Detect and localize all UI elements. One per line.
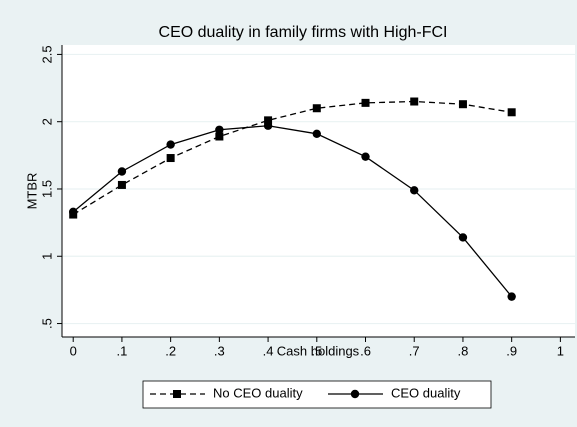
- marker: [507, 108, 516, 117]
- marker: [166, 140, 175, 149]
- marker: [312, 129, 321, 139]
- y-tick-label: 2.5: [39, 45, 54, 63]
- marker: [410, 186, 419, 195]
- marker: [117, 167, 127, 176]
- marker: [215, 125, 224, 134]
- marker: [263, 121, 273, 130]
- y-axis-label: MTBR: [24, 173, 39, 210]
- marker: [312, 104, 321, 113]
- marker: [361, 98, 370, 107]
- marker: [410, 97, 419, 106]
- marker: [166, 154, 175, 163]
- marker: [507, 292, 516, 301]
- x-tick-label: 1: [557, 343, 564, 358]
- marker: [264, 116, 273, 125]
- x-tick-label: .5: [311, 343, 322, 358]
- marker: [361, 152, 370, 161]
- chart-title: CEO duality in family firms with High-FC…: [159, 24, 448, 41]
- marker: [458, 233, 468, 242]
- x-tick-label: .9: [506, 343, 517, 358]
- x-tick-label: .3: [214, 343, 225, 358]
- plot-area: [62, 45, 575, 337]
- series-line: [72, 100, 512, 216]
- y-tick-label: 2: [39, 118, 54, 125]
- marker: [69, 207, 78, 217]
- x-tick-label: .8: [458, 343, 469, 358]
- marker: [458, 100, 467, 109]
- x-tick-label: .2: [165, 343, 176, 358]
- x-tick-label: .4: [263, 343, 274, 358]
- y-tick-label: 1: [39, 253, 54, 260]
- x-tick-label: .7: [409, 343, 420, 358]
- y-tick-label: .5: [39, 318, 54, 329]
- x-tick-label: .6: [360, 343, 371, 358]
- x-tick-label: .1: [117, 343, 128, 358]
- legend-label: No CEO duality: [213, 385, 303, 400]
- legend-marker: [350, 389, 360, 399]
- x-tick-label: 0: [70, 343, 77, 358]
- legend-label: CEO duality: [391, 385, 461, 400]
- marker: [215, 132, 224, 141]
- y-tick-label: 1.5: [39, 180, 54, 198]
- series-line: [72, 125, 513, 298]
- marker: [117, 180, 126, 189]
- x-axis-label: Cash holdings: [277, 343, 360, 358]
- legend-marker: [173, 390, 181, 398]
